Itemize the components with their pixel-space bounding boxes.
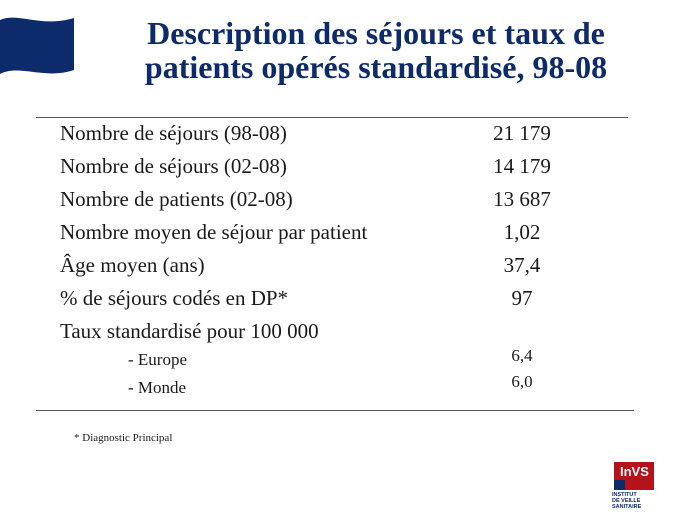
- row-value: 1,02: [503, 220, 541, 244]
- logo-mark-text: InVS: [620, 464, 649, 479]
- row-value: 14 179: [493, 154, 551, 178]
- standardized-item-value: 6,0: [511, 372, 533, 391]
- logo-line-2: DE VEILLE SANITAIRE: [612, 498, 642, 510]
- logo-accent: [614, 480, 625, 490]
- standardized-item-label: - Europe: [128, 350, 188, 369]
- table-bottom-rule: [36, 410, 634, 411]
- row-label: Âge moyen (ans): [60, 253, 205, 277]
- row-value: 13 687: [493, 187, 551, 211]
- row-label: Nombre de patients (02-08): [60, 187, 293, 211]
- footnote: * Diagnostic Principal: [74, 432, 173, 444]
- standardized-item-value: 6,4: [511, 346, 533, 365]
- title-line-1: Description des séjours et taux de: [147, 15, 605, 51]
- row-label: % de séjours codés en DP*: [60, 286, 289, 310]
- page-title: Description des séjours et taux de patie…: [96, 16, 656, 84]
- row-label: Nombre de séjours (98-08): [60, 121, 287, 145]
- standardized-item-label: - Monde: [128, 378, 187, 397]
- row-value: 97: [511, 286, 533, 310]
- logo-line-1: INSTITUT: [612, 492, 637, 498]
- row-value: 37,4: [503, 253, 541, 277]
- invs-logo: InVS INSTITUT DE VEILLE SANITAIRE: [612, 462, 660, 510]
- row-label: Nombre de séjours (02-08): [60, 154, 287, 178]
- title-line-2: patients opérés standardisé, 98-08: [144, 49, 608, 85]
- standardized-label: Taux standardisé pour 100 000: [60, 319, 319, 343]
- row-label: Nombre moyen de séjour par patient: [60, 220, 368, 244]
- flag-icon: [0, 17, 74, 74]
- table-top-rule: [36, 117, 628, 118]
- row-value: 21 179: [493, 121, 551, 145]
- logo-mark: InVS: [614, 462, 654, 490]
